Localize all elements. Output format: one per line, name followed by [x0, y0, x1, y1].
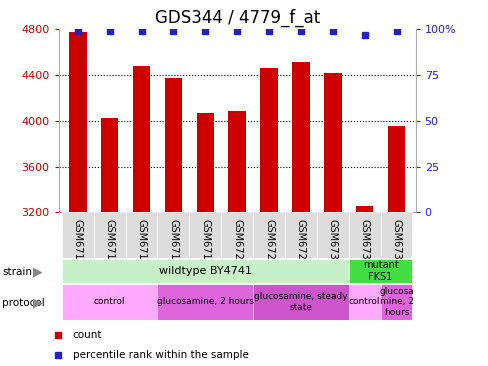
- Text: glucosamine, steady
state: glucosamine, steady state: [254, 292, 347, 312]
- FancyBboxPatch shape: [157, 212, 189, 258]
- FancyBboxPatch shape: [62, 284, 157, 320]
- Text: percentile rank within the sample: percentile rank within the sample: [72, 350, 248, 360]
- Text: GSM6726: GSM6726: [232, 219, 242, 266]
- Text: wildtype BY4741: wildtype BY4741: [159, 266, 251, 276]
- Bar: [101, 118, 118, 212]
- FancyBboxPatch shape: [253, 212, 285, 258]
- FancyBboxPatch shape: [189, 212, 221, 258]
- Text: GSM6712: GSM6712: [104, 219, 115, 266]
- Bar: [324, 73, 341, 212]
- Text: ▶: ▶: [33, 296, 43, 310]
- Bar: [228, 111, 245, 212]
- FancyBboxPatch shape: [285, 212, 316, 258]
- Text: GSM6732: GSM6732: [391, 219, 401, 266]
- Bar: [133, 66, 150, 212]
- FancyBboxPatch shape: [348, 258, 411, 283]
- Text: ▶: ▶: [33, 265, 43, 278]
- FancyBboxPatch shape: [157, 284, 253, 320]
- FancyBboxPatch shape: [94, 212, 125, 258]
- Bar: [164, 78, 182, 212]
- Text: count: count: [72, 330, 102, 340]
- FancyBboxPatch shape: [380, 212, 411, 258]
- Text: protocol: protocol: [2, 298, 45, 308]
- FancyBboxPatch shape: [380, 284, 411, 320]
- FancyBboxPatch shape: [221, 212, 253, 258]
- Text: GSM6730: GSM6730: [327, 219, 337, 266]
- Text: GSM6711: GSM6711: [73, 219, 82, 266]
- Text: GSM6728: GSM6728: [264, 219, 273, 266]
- Bar: [69, 31, 86, 212]
- Text: mutant
FKS1: mutant FKS1: [362, 260, 398, 282]
- Text: GSM6717: GSM6717: [200, 219, 210, 266]
- Text: GSM6713: GSM6713: [136, 219, 146, 266]
- Text: glucosa
mine, 2
hours: glucosa mine, 2 hours: [378, 287, 413, 317]
- FancyBboxPatch shape: [253, 284, 348, 320]
- Bar: [387, 127, 405, 212]
- Text: GSM6715: GSM6715: [168, 219, 178, 266]
- Bar: [355, 206, 373, 212]
- FancyBboxPatch shape: [62, 258, 348, 283]
- FancyBboxPatch shape: [348, 212, 380, 258]
- Bar: [291, 63, 309, 212]
- Text: GSM6731: GSM6731: [359, 219, 369, 266]
- FancyBboxPatch shape: [316, 212, 348, 258]
- Title: GDS344 / 4779_f_at: GDS344 / 4779_f_at: [154, 8, 319, 27]
- Bar: [260, 68, 277, 212]
- Text: glucosamine, 2 hours: glucosamine, 2 hours: [157, 298, 253, 306]
- FancyBboxPatch shape: [62, 212, 94, 258]
- FancyBboxPatch shape: [348, 284, 380, 320]
- Text: control: control: [348, 298, 380, 306]
- Text: control: control: [94, 298, 125, 306]
- Bar: [196, 113, 214, 212]
- Text: strain: strain: [2, 266, 32, 277]
- Text: GSM6729: GSM6729: [295, 219, 305, 266]
- FancyBboxPatch shape: [125, 212, 157, 258]
